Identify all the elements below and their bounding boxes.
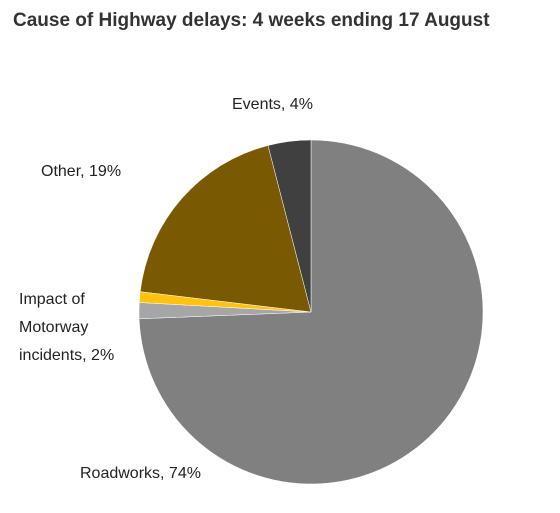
chart-title: Cause of Highway delays: 4 weeks ending … (13, 10, 490, 31)
label-motorway-line1: Impact of (19, 291, 85, 308)
pie-slice-4 (267, 139, 312, 313)
label-events: Events, 4% (232, 96, 313, 113)
label-other: Other, 19% (41, 163, 121, 180)
label-roadworks: Roadworks, 74% (80, 465, 201, 482)
pie-slices (138, 139, 484, 485)
label-motorway-line3: incidents, 2% (19, 347, 114, 364)
pie-slice-3 (139, 145, 312, 313)
label-motorway-line2: Motorway (19, 319, 88, 336)
